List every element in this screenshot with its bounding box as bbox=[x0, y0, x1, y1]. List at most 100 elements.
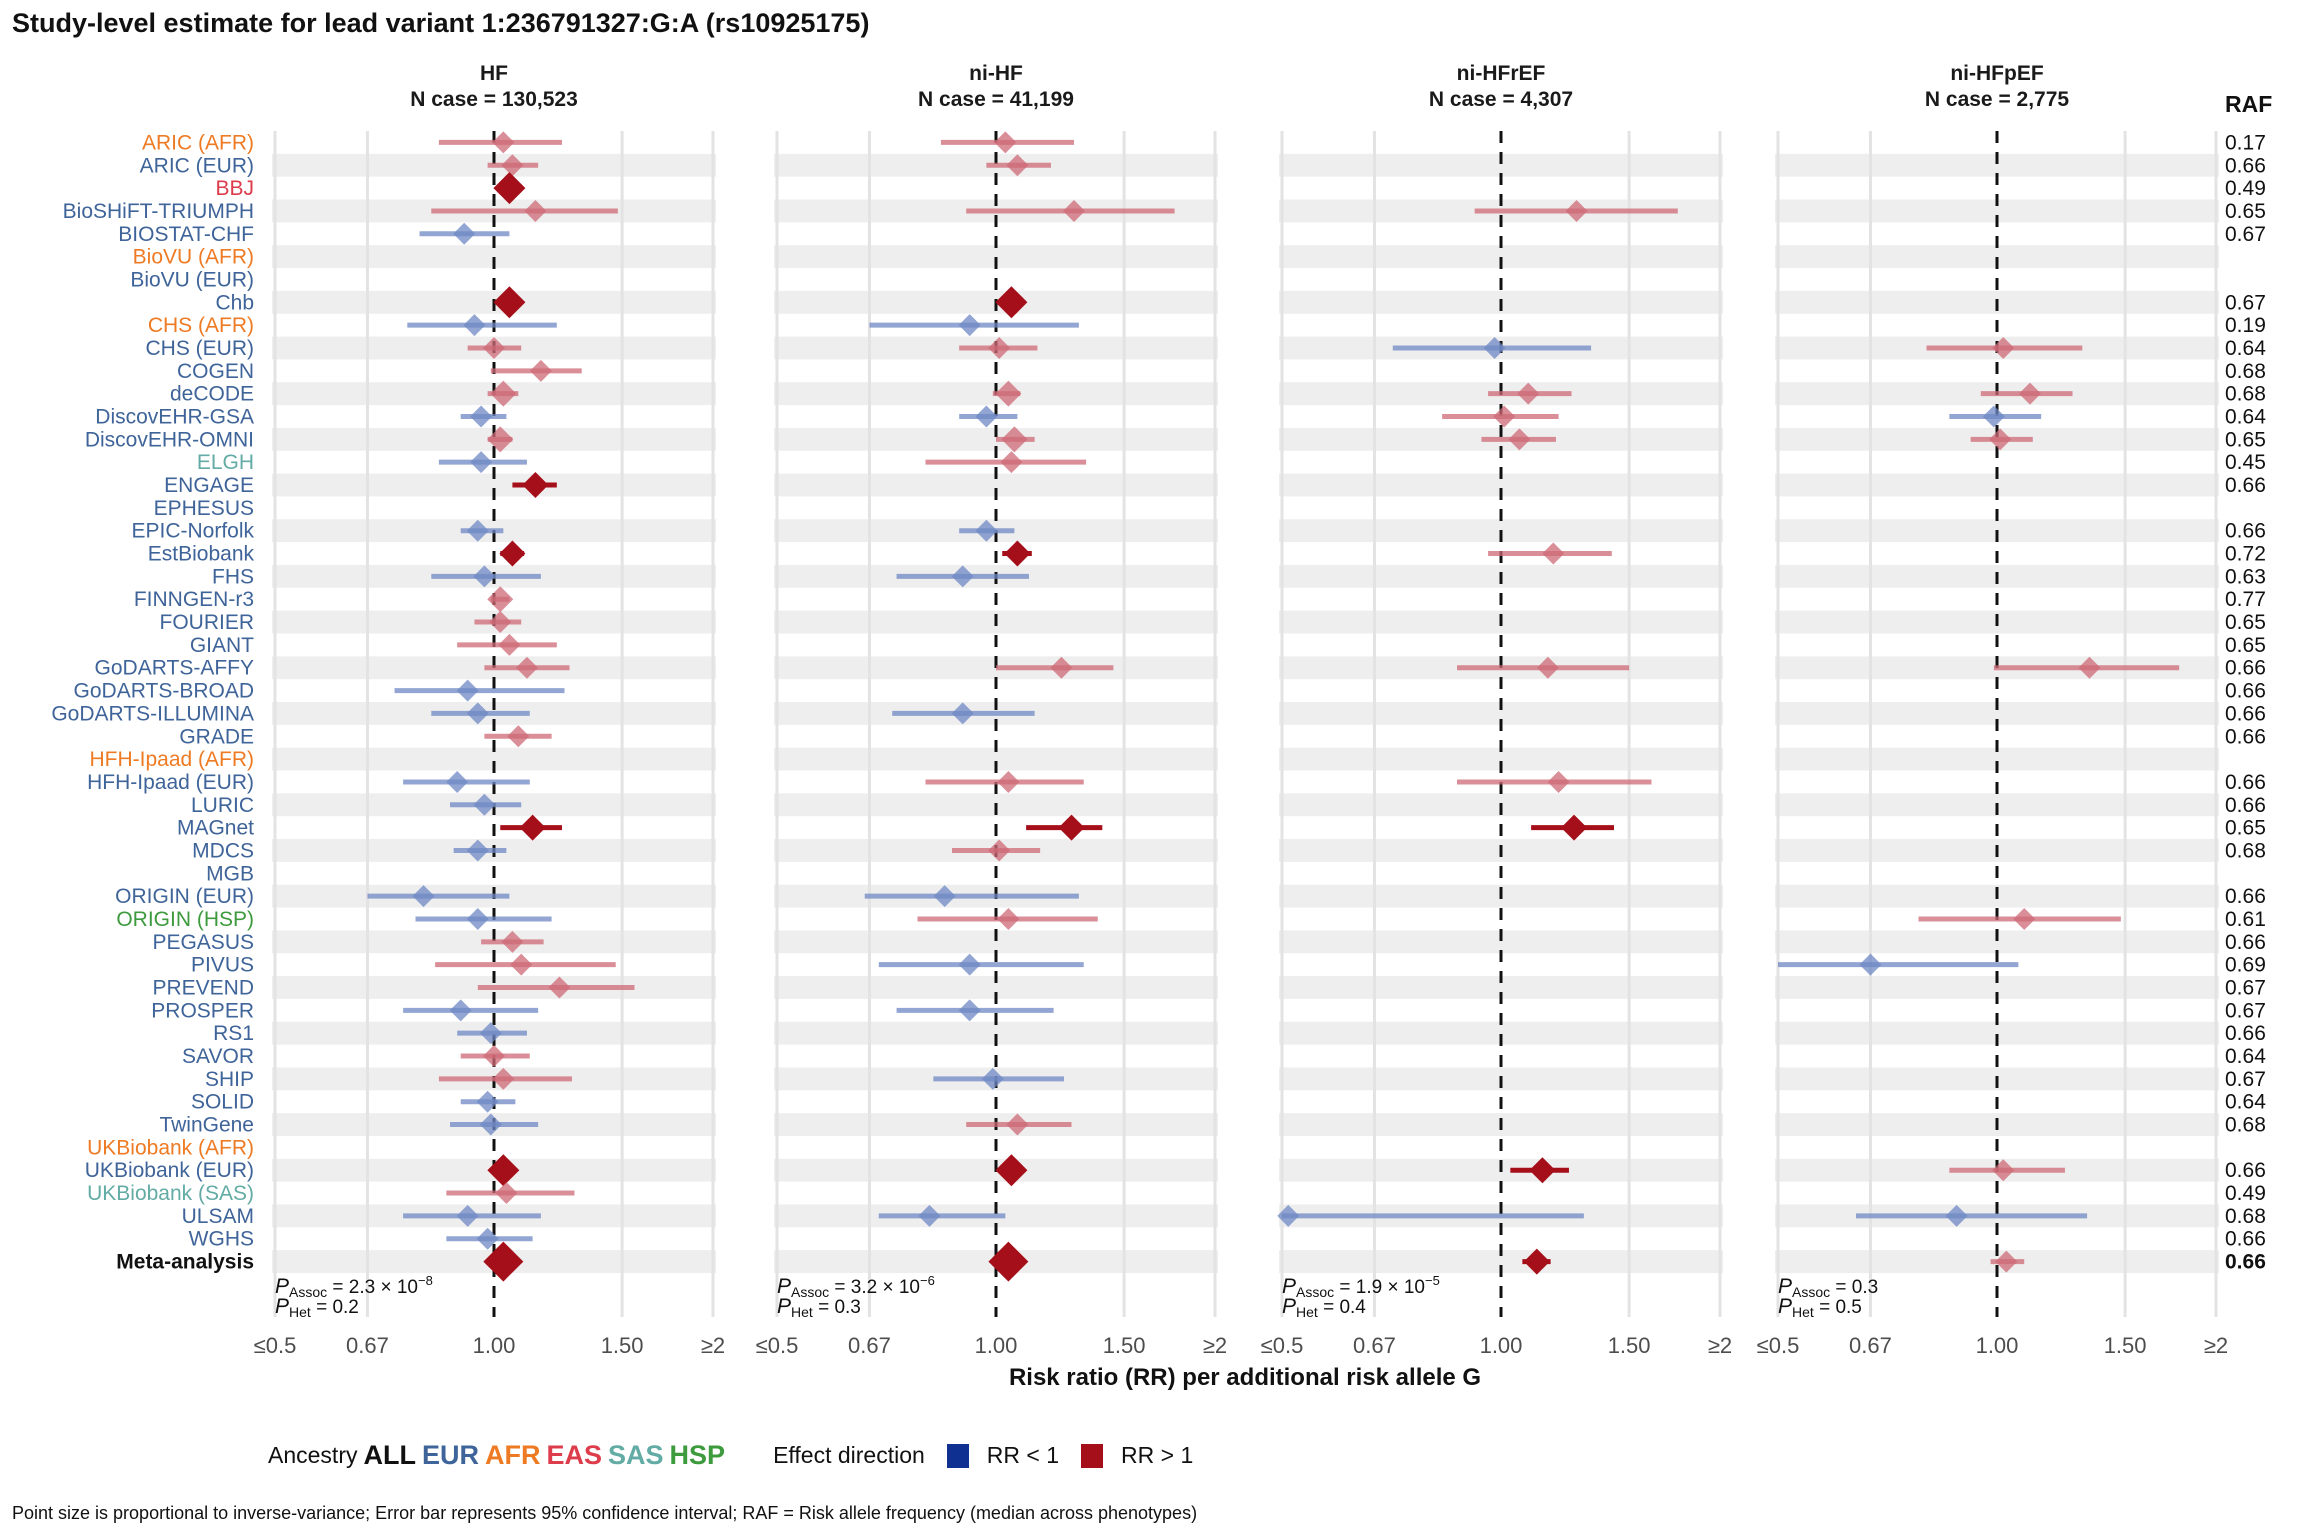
study-label: Chb bbox=[215, 291, 254, 314]
point-estimate bbox=[492, 131, 515, 154]
study-label: BioSHiFT-TRIUMPH bbox=[63, 200, 254, 223]
point-estimate bbox=[498, 633, 521, 656]
p-het-label: PHet = 0.5 bbox=[1778, 1295, 1862, 1320]
raf-value: 0.66 bbox=[2225, 885, 2266, 908]
row-stripe bbox=[774, 245, 1218, 269]
study-label: RS1 bbox=[213, 1022, 254, 1045]
x-tick-label: ≤0.5 bbox=[1757, 1333, 1800, 1358]
row-stripe bbox=[272, 245, 716, 269]
raf-value: 0.49 bbox=[2225, 177, 2266, 200]
point-estimate bbox=[501, 154, 524, 177]
point-estimate bbox=[476, 1227, 499, 1250]
raf-value: 0.68 bbox=[2225, 1114, 2266, 1137]
panel-ncase: N case = 2,775 bbox=[1925, 88, 2070, 111]
study-label: GoDARTS-ILLUMINA bbox=[51, 702, 254, 725]
raf-value: 0.66 bbox=[2225, 931, 2266, 954]
point-estimate bbox=[918, 1204, 941, 1227]
raf-value: 0.67 bbox=[2225, 291, 2266, 314]
x-tick-label: 0.67 bbox=[1849, 1333, 1892, 1358]
raf-value: 0.63 bbox=[2225, 565, 2266, 588]
point-estimate bbox=[2018, 382, 2041, 405]
forest-plot: ≤0.5 0.67 1.00 1.50 ≥2 HF N case = 130,523 PAss… bbox=[51, 62, 2272, 1391]
raf-value: 0.66 bbox=[2225, 725, 2266, 748]
panel-title: HF bbox=[480, 62, 508, 85]
point-estimate bbox=[1992, 1159, 2015, 1182]
point-estimate bbox=[951, 702, 974, 725]
point-estimate bbox=[1989, 428, 2012, 451]
study-label: EPHESUS bbox=[154, 497, 254, 520]
point-estimate bbox=[988, 336, 1011, 359]
raf-value: 0.65 bbox=[2225, 428, 2266, 451]
point-estimate bbox=[1050, 656, 1073, 679]
p-het-label: PHet = 0.4 bbox=[1282, 1295, 1366, 1320]
point-estimate bbox=[975, 519, 998, 542]
panel-ncase: N case = 41,199 bbox=[918, 88, 1074, 111]
point-estimate bbox=[995, 286, 1028, 319]
point-estimate bbox=[1859, 953, 1882, 976]
raf-value: 0.66 bbox=[2225, 680, 2266, 703]
row-stripe bbox=[1279, 702, 1723, 725]
point-estimate bbox=[1000, 451, 1023, 474]
row-stripe bbox=[1279, 1250, 1723, 1273]
study-label: deCODE bbox=[170, 383, 254, 406]
raf-value: 0.64 bbox=[2225, 1045, 2266, 1068]
point-estimate bbox=[2078, 656, 2101, 679]
point-estimate bbox=[453, 222, 476, 245]
legend: Ancestry ALL EUR AFR EAS SAS HSP Effect … bbox=[268, 1440, 1193, 1471]
p-assoc-label: PAssoc = 3.2 × 10−6 bbox=[777, 1273, 935, 1300]
raf-value: 0.17 bbox=[2225, 131, 2266, 154]
point-estimate bbox=[1547, 770, 1570, 793]
row-stripe bbox=[1775, 702, 2219, 725]
x-tick-label: ≥2 bbox=[701, 1333, 725, 1358]
p-assoc-label: PAssoc = 0.3 bbox=[1778, 1275, 1878, 1300]
point-estimate bbox=[487, 586, 514, 613]
point-estimate bbox=[995, 380, 1022, 407]
point-estimate bbox=[1493, 405, 1516, 428]
study-label: DiscovEHR-OMNI bbox=[85, 428, 254, 451]
chart-title: Study-level estimate for lead variant 1:… bbox=[12, 8, 870, 38]
panel-title: ni-HFrEF bbox=[1457, 62, 1546, 85]
raf-value: 0.72 bbox=[2225, 543, 2266, 566]
point-estimate bbox=[1945, 1204, 1968, 1227]
study-label: HFH-Ipaad (EUR) bbox=[87, 771, 254, 794]
point-estimate bbox=[958, 953, 981, 976]
x-tick-label: 1.50 bbox=[601, 1333, 644, 1358]
ancestry-eur: EUR bbox=[421, 1440, 479, 1470]
point-estimate bbox=[2013, 907, 2036, 930]
study-label: WGHS bbox=[189, 1228, 254, 1251]
point-estimate bbox=[473, 565, 496, 588]
panel-title: ni-HF bbox=[969, 62, 1023, 85]
p-assoc-label: PAssoc = 1.9 × 10−5 bbox=[1282, 1273, 1440, 1300]
p-het-label: PHet = 0.2 bbox=[275, 1295, 359, 1320]
raf-value: 0.66 bbox=[2225, 1022, 2266, 1045]
row-stripe bbox=[1279, 1021, 1723, 1045]
row-stripe bbox=[774, 976, 1218, 999]
point-estimate bbox=[463, 314, 486, 337]
point-estimate bbox=[466, 702, 489, 725]
rr-gt1-swatch bbox=[1081, 1443, 1104, 1468]
point-estimate bbox=[997, 907, 1020, 930]
point-estimate bbox=[466, 839, 489, 862]
x-tick-label: 1.00 bbox=[1976, 1333, 2019, 1358]
x-tick-label: ≤0.5 bbox=[254, 1333, 297, 1358]
raf-value: 0.66 bbox=[2225, 1159, 2266, 1182]
point-estimate bbox=[524, 199, 547, 222]
row-stripe bbox=[1775, 153, 2219, 177]
study-label: SAVOR bbox=[182, 1045, 254, 1068]
x-tick-label: ≤0.5 bbox=[756, 1333, 799, 1358]
raf-value: 0.61 bbox=[2225, 908, 2266, 931]
point-estimate bbox=[487, 426, 514, 453]
ancestry-sas: SAS bbox=[608, 1440, 664, 1470]
study-label: BioVU (AFR) bbox=[133, 246, 254, 269]
study-label: UKBiobank (EUR) bbox=[85, 1159, 254, 1182]
point-estimate bbox=[1058, 814, 1085, 841]
point-estimate bbox=[1992, 336, 2015, 359]
study-label: EstBiobank bbox=[148, 543, 255, 566]
raf-value: 0.65 bbox=[2225, 200, 2266, 223]
point-estimate bbox=[479, 1113, 502, 1136]
point-estimate bbox=[997, 770, 1020, 793]
raf-value: 0.67 bbox=[2225, 977, 2266, 1000]
study-label: PREVEND bbox=[152, 977, 254, 1000]
raf-value: 0.65 bbox=[2225, 634, 2266, 657]
study-label: GoDARTS-AFFY bbox=[95, 657, 254, 680]
